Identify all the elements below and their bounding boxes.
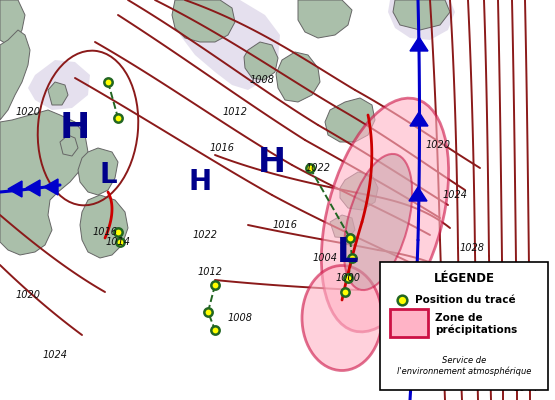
Polygon shape: [404, 337, 422, 351]
Text: 1014: 1014: [105, 237, 130, 247]
Ellipse shape: [302, 266, 382, 370]
Polygon shape: [410, 37, 428, 51]
Text: 1000: 1000: [336, 273, 361, 283]
Polygon shape: [28, 60, 90, 110]
Text: 1016: 1016: [273, 220, 297, 230]
Text: L: L: [99, 161, 117, 189]
Text: 1036: 1036: [487, 340, 512, 350]
Text: 1016: 1016: [209, 143, 235, 153]
FancyBboxPatch shape: [380, 262, 548, 390]
Polygon shape: [0, 30, 30, 120]
Polygon shape: [0, 0, 25, 45]
Polygon shape: [393, 0, 450, 30]
Polygon shape: [298, 0, 352, 38]
Text: 1024: 1024: [43, 350, 68, 360]
Text: 1022: 1022: [305, 163, 330, 173]
Polygon shape: [172, 0, 280, 90]
Text: 1020: 1020: [16, 107, 41, 117]
Polygon shape: [409, 187, 427, 201]
Text: H: H: [60, 111, 90, 145]
Text: 1020: 1020: [426, 140, 451, 150]
Polygon shape: [244, 42, 278, 80]
Text: 1044: 1044: [513, 383, 538, 393]
Text: 1032: 1032: [475, 293, 500, 303]
Polygon shape: [276, 52, 320, 102]
Text: L: L: [337, 236, 359, 268]
FancyBboxPatch shape: [390, 309, 428, 337]
Text: 1028: 1028: [460, 243, 485, 253]
Text: Zone de
précipitations: Zone de précipitations: [435, 313, 517, 335]
Polygon shape: [0, 110, 88, 255]
Text: 1020: 1020: [16, 290, 41, 300]
Text: 1024: 1024: [442, 190, 467, 200]
Text: 1008: 1008: [250, 75, 275, 85]
Text: 1008: 1008: [228, 313, 253, 323]
Text: 1022: 1022: [193, 230, 218, 240]
Text: 1040: 1040: [501, 363, 526, 373]
Polygon shape: [60, 135, 78, 156]
Polygon shape: [330, 215, 355, 238]
Polygon shape: [48, 82, 68, 105]
Text: 1004: 1004: [312, 253, 337, 263]
Text: Position du tracé: Position du tracé: [415, 295, 516, 305]
Polygon shape: [78, 148, 118, 195]
Ellipse shape: [344, 154, 412, 290]
Polygon shape: [388, 0, 455, 40]
Polygon shape: [340, 172, 378, 210]
Polygon shape: [80, 195, 128, 258]
Polygon shape: [325, 98, 375, 142]
Polygon shape: [410, 112, 428, 126]
Polygon shape: [172, 0, 235, 42]
Text: Service de
l'environnement atmosphérique: Service de l'environnement atmosphérique: [397, 356, 531, 376]
Polygon shape: [26, 180, 40, 196]
Text: H: H: [258, 146, 286, 178]
Polygon shape: [8, 181, 22, 197]
Text: LÉGENDE: LÉGENDE: [433, 272, 495, 285]
Text: 1012: 1012: [198, 267, 223, 277]
Text: H: H: [189, 168, 211, 196]
Ellipse shape: [321, 98, 448, 332]
Polygon shape: [407, 262, 425, 276]
Text: 1012: 1012: [223, 107, 248, 117]
Polygon shape: [44, 179, 58, 195]
Text: 1016: 1016: [93, 227, 118, 237]
